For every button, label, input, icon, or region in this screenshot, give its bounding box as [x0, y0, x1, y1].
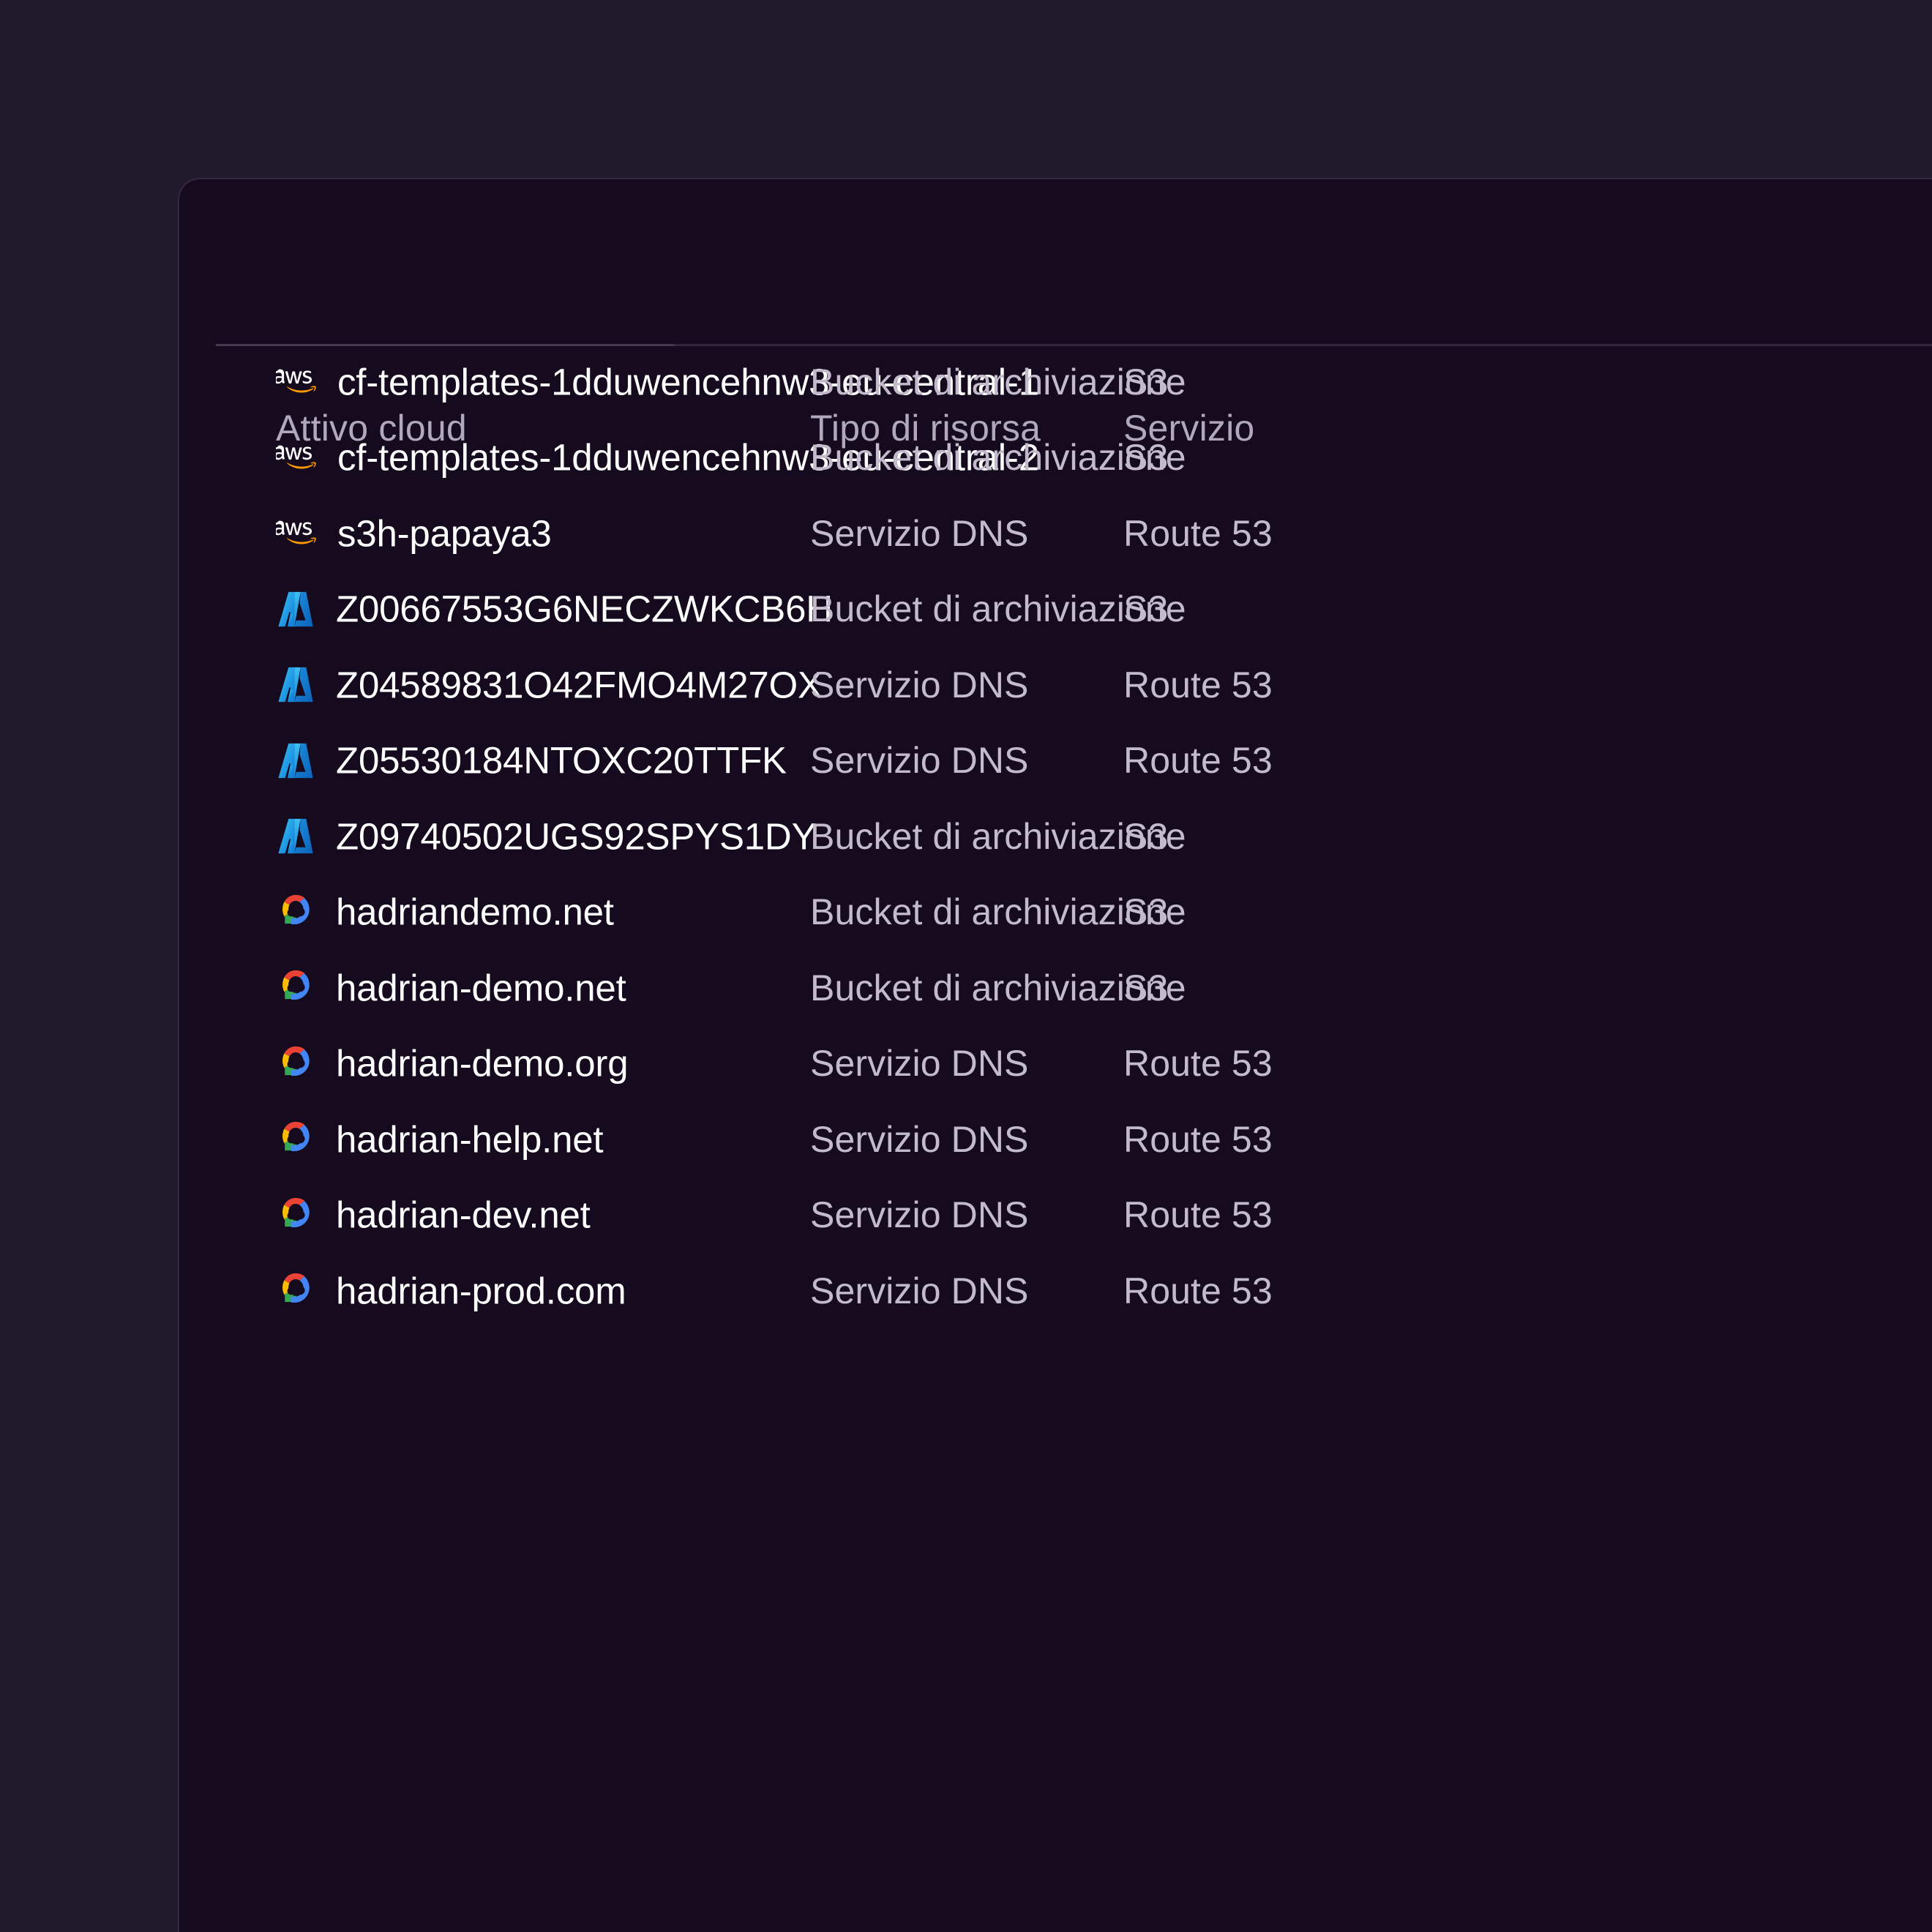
cell-asset[interactable]: Z09740502UGS92SPYS1DY	[276, 815, 817, 858]
aws-icon	[276, 445, 316, 469]
asset-name: Z00667553G6NECZWKCB6H	[336, 588, 833, 630]
cell-asset[interactable]: s3h-papaya3	[276, 512, 552, 555]
asset-name: hadrian-demo.net	[336, 967, 626, 1009]
table-row[interactable]: hadrian-dev.net Servizio DNS Route 53	[179, 1177, 1932, 1254]
table-body: cf-templates-1dduwencehnw3-eu-central-1 B…	[179, 344, 1932, 1329]
table-row[interactable]: hadrian-prod.com Servizio DNS Route 53	[179, 1253, 1932, 1329]
asset-name: cf-templates-1dduwencehnw3-eu-central-1	[337, 361, 1039, 403]
cell-asset[interactable]: hadrian-help.net	[276, 1117, 604, 1161]
gcp-icon	[282, 1046, 310, 1076]
cell-resource-type: Servizio DNS	[810, 1118, 1029, 1160]
cell-asset[interactable]: hadrian-demo.org	[276, 1042, 629, 1085]
azure-icon	[278, 667, 313, 703]
azure-icon	[278, 743, 313, 778]
azure-icon	[278, 819, 313, 854]
cell-resource-type: Servizio DNS	[810, 740, 1029, 782]
cell-resource-type: Bucket di archiviazione	[810, 361, 1186, 402]
cell-asset[interactable]: hadrian-dev.net	[276, 1194, 591, 1237]
asset-name: hadrian-help.net	[336, 1118, 604, 1161]
table-header: Attivo cloud Tipo di risorsa Servizio	[179, 179, 1932, 449]
cell-resource-type: Servizio DNS	[810, 1194, 1029, 1236]
table-row[interactable]: hadrian-help.net Servizio DNS Route 53	[179, 1101, 1932, 1177]
aws-icon	[276, 369, 316, 393]
cell-resource-type: Servizio DNS	[810, 512, 1029, 554]
cell-resource-type: Servizio DNS	[810, 664, 1029, 705]
gcp-icon	[282, 1197, 310, 1227]
table-row[interactable]: hadrian-demo.org Servizio DNS Route 53	[179, 1026, 1932, 1102]
table-row[interactable]: s3h-papaya3 Servizio DNS Route 53	[179, 495, 1932, 572]
cell-resource-type: Bucket di archiviazione	[810, 588, 1186, 630]
cell-service: Route 53	[1123, 664, 1273, 705]
gcp-icon	[282, 1122, 310, 1152]
cell-service: Route 53	[1123, 1194, 1273, 1236]
cell-asset[interactable]: hadrian-demo.net	[276, 966, 626, 1009]
cell-asset[interactable]: hadriandemo.net	[276, 891, 614, 934]
table-row[interactable]: hadrian-demo.net Bucket di archiviazione S…	[179, 950, 1932, 1026]
table-row[interactable]: hadriandemo.net Bucket di archiviazione S3	[179, 875, 1932, 951]
gcp-icon	[282, 894, 310, 924]
asset-name: cf-templates-1dduwencehnw3-eu-central-2	[337, 436, 1039, 479]
cloud-assets-panel: Attivo cloud Tipo di risorsa Servizio cf…	[178, 178, 1932, 1932]
asset-name: Z09740502UGS92SPYS1DY	[336, 815, 817, 858]
cell-service: S3	[1123, 891, 1169, 933]
asset-name: hadrian-prod.com	[336, 1270, 626, 1312]
table-row[interactable]: Z05530184NTOXC20TTFK Servizio DNS Route 53	[179, 723, 1932, 799]
cell-resource-type: Servizio DNS	[810, 1270, 1029, 1311]
gcp-icon	[282, 970, 310, 1000]
azure-icon	[278, 591, 313, 626]
table-row[interactable]: cf-templates-1dduwencehnw3-eu-central-2 B…	[179, 420, 1932, 496]
cell-service: S3	[1123, 588, 1169, 630]
header-divider	[216, 344, 1932, 346]
asset-name: hadriandemo.net	[336, 891, 614, 933]
cell-service: Route 53	[1123, 1118, 1273, 1160]
asset-name: s3h-papaya3	[337, 512, 552, 555]
cell-resource-type: Bucket di archiviazione	[810, 437, 1186, 479]
cell-service: Route 53	[1123, 1043, 1273, 1085]
asset-name: hadrian-dev.net	[336, 1194, 591, 1236]
cell-service: Route 53	[1123, 740, 1273, 782]
asset-name: Z04589831O42FMO4M27OX	[336, 664, 823, 706]
aws-icon	[276, 520, 316, 544]
column-header-resource-type[interactable]: Tipo di risorsa	[810, 408, 1041, 449]
bottom-fade-overlay	[179, 1538, 1932, 1932]
cell-service: S3	[1123, 815, 1169, 857]
cell-resource-type: Bucket di archiviazione	[810, 815, 1186, 857]
asset-name: Z05530184NTOXC20TTFK	[336, 739, 787, 782]
table-row[interactable]: cf-templates-1dduwencehnw3-eu-central-1 B…	[179, 344, 1932, 420]
cell-asset[interactable]: Z05530184NTOXC20TTFK	[276, 739, 787, 782]
cell-resource-type: Bucket di archiviazione	[810, 891, 1186, 933]
table-row[interactable]: Z04589831O42FMO4M27OX Servizio DNS Route 5…	[179, 647, 1932, 723]
table-row[interactable]: Z09740502UGS92SPYS1DY Bucket di archiviaz…	[179, 798, 1932, 875]
asset-name: hadrian-demo.org	[336, 1042, 629, 1085]
table-row[interactable]: Z00667553G6NECZWKCB6H Bucket di archiviaz…	[179, 572, 1932, 648]
cell-asset[interactable]: Z00667553G6NECZWKCB6H	[276, 588, 833, 631]
cell-service: Route 53	[1123, 1270, 1273, 1311]
column-header-asset[interactable]: Attivo cloud	[276, 408, 467, 449]
cell-asset[interactable]: Z04589831O42FMO4M27OX	[276, 663, 823, 706]
cell-service: S3	[1123, 967, 1169, 1008]
cell-asset[interactable]: cf-templates-1dduwencehnw3-eu-central-1	[276, 360, 1039, 403]
cell-service: Route 53	[1123, 512, 1273, 554]
cell-resource-type: Servizio DNS	[810, 1043, 1029, 1085]
cell-service: S3	[1123, 361, 1169, 402]
cell-resource-type: Bucket di archiviazione	[810, 967, 1186, 1008]
gcp-icon	[282, 1273, 310, 1303]
cell-asset[interactable]: cf-templates-1dduwencehnw3-eu-central-2	[276, 436, 1039, 479]
column-header-service[interactable]: Servizio	[1123, 408, 1255, 449]
cell-service: S3	[1123, 437, 1169, 479]
cell-asset[interactable]: hadrian-prod.com	[276, 1269, 626, 1312]
